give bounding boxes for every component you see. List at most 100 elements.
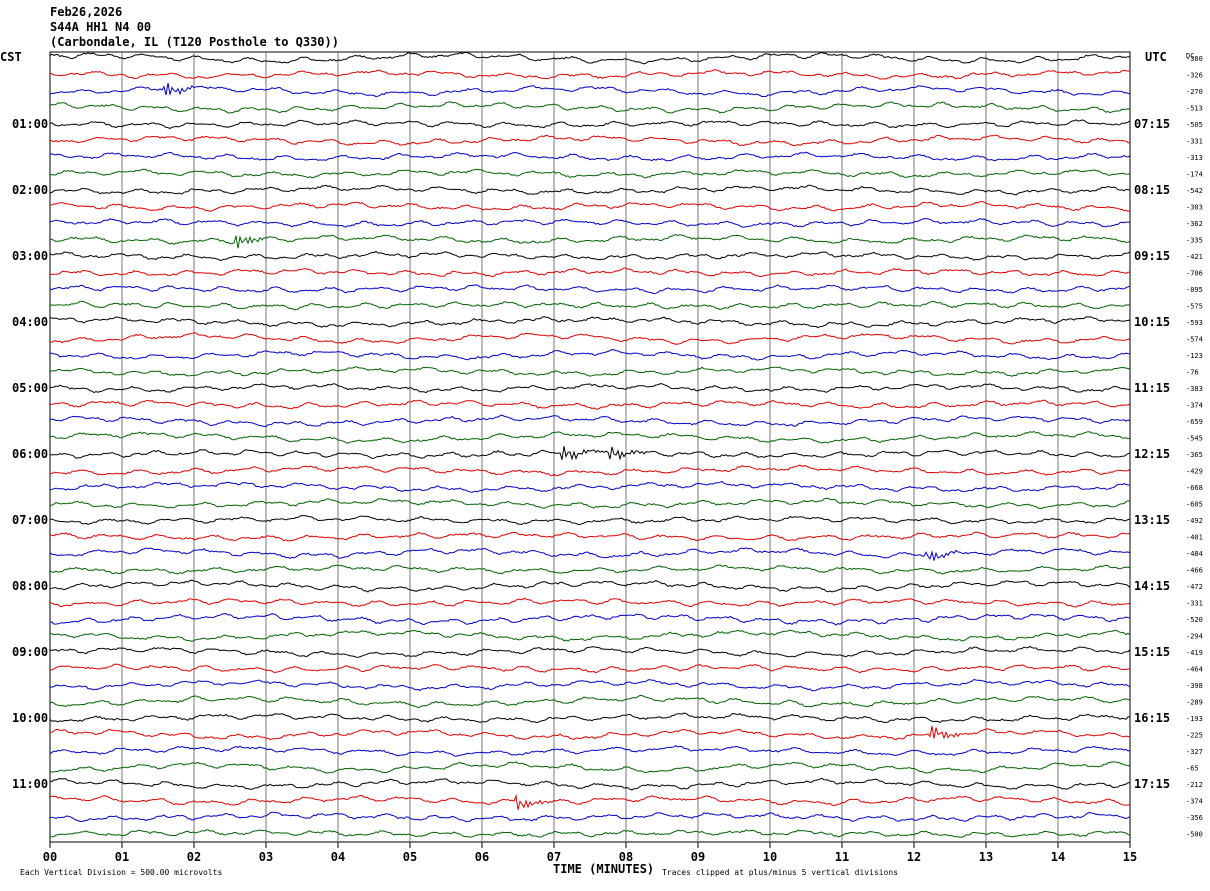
- trace-group: [49, 51, 1131, 838]
- dc-offset-label: -895: [1186, 286, 1203, 294]
- right-hour-label: 17:15: [1134, 777, 1170, 791]
- dc-offset-label: -484: [1186, 550, 1203, 558]
- seismic-trace: [49, 234, 1131, 249]
- seismic-trace: [49, 579, 1131, 593]
- right-hour-label: 15:15: [1134, 645, 1170, 659]
- seismic-trace: [49, 678, 1131, 692]
- dc-offset-label: -270: [1186, 88, 1203, 96]
- left-hour-label: 09:00: [12, 645, 48, 659]
- x-tick-label: 01: [115, 850, 129, 864]
- minute-gridlines: [121, 52, 1059, 842]
- x-tick-label: 04: [331, 850, 345, 864]
- x-tick-label: 14: [1051, 850, 1065, 864]
- seismic-trace: [49, 597, 1131, 608]
- dc-offset-label: -500: [1186, 831, 1203, 839]
- left-hour-label: 11:00: [12, 777, 48, 791]
- seismic-trace: [50, 464, 1131, 477]
- dc-offset-label: -327: [1186, 748, 1203, 756]
- dc-offset-label: -362: [1186, 220, 1203, 228]
- x-tick-label: 12: [907, 850, 921, 864]
- seismic-trace: [49, 726, 1131, 741]
- seismic-trace: [49, 101, 1131, 114]
- seismic-trace: [49, 629, 1131, 643]
- seismic-trace: [49, 531, 1131, 542]
- x-tick-label: 13: [979, 850, 993, 864]
- seismic-trace: [49, 777, 1131, 791]
- clip-note: Traces clipped at plus/minus 5 vertical …: [662, 868, 898, 877]
- left-hour-label: 07:00: [12, 513, 48, 527]
- dc-offset-label: -706: [1186, 270, 1203, 278]
- seismic-trace: [49, 151, 1131, 162]
- seismic-trace: [49, 663, 1131, 674]
- dc-offset-labels: -380 -326 -270 -513 -505 -331 -313 -174 -542 -303…: [1186, 55, 1203, 839]
- seismic-trace: [49, 316, 1131, 329]
- right-hour-label: 12:15: [1134, 447, 1170, 461]
- dc-offset-label: -326: [1186, 72, 1203, 80]
- seismic-trace: [49, 811, 1131, 823]
- seismic-trace: [49, 201, 1131, 212]
- right-hour-label: 11:15: [1134, 381, 1170, 395]
- right-hour-label: 09:15: [1134, 249, 1170, 263]
- seismic-trace: [49, 829, 1131, 838]
- left-hour-label: 03:00: [12, 249, 48, 263]
- dc-offset-label: -659: [1186, 418, 1203, 426]
- left-hour-label: 01:00: [12, 117, 48, 131]
- x-tick-label: 03: [259, 850, 273, 864]
- dc-offset-label: -380: [1186, 55, 1203, 63]
- dc-offset-label: -76: [1186, 369, 1199, 377]
- right-hour-label: 14:15: [1134, 579, 1170, 593]
- right-hour-labels: 07:15 08:15 09:15 10:15 11:15 12:15 13:15 14:15…: [1134, 117, 1170, 791]
- right-hour-label: 08:15: [1134, 183, 1170, 197]
- left-hour-labels: 01:00 02:00 03:00 04:00 05:00 06:00 07:00 08:00…: [12, 117, 48, 791]
- dc-offset-label: -313: [1186, 154, 1203, 162]
- dc-offset-label: -513: [1186, 105, 1203, 113]
- dc-offset-label: -65: [1186, 765, 1199, 773]
- seismic-trace: [49, 332, 1131, 345]
- x-tick-label: 00: [43, 850, 57, 864]
- dc-offset-label: -466: [1186, 567, 1203, 575]
- dc-offset-label: -429: [1186, 468, 1203, 476]
- dc-offset-label: -174: [1186, 171, 1203, 179]
- dc-offset-label: -374: [1186, 402, 1203, 410]
- dc-offset-label: -545: [1186, 435, 1203, 443]
- scale-note: Each Vertical Division = 500.00 microvol…: [20, 868, 222, 877]
- dc-offset-label: -668: [1186, 484, 1203, 492]
- seismic-trace: [49, 514, 1131, 526]
- dc-offset-label: -294: [1186, 633, 1203, 641]
- seismic-trace: [49, 82, 1131, 98]
- dc-offset-label: -421: [1186, 253, 1203, 261]
- dc-offset-label: -212: [1186, 781, 1203, 789]
- seismic-trace: [49, 745, 1131, 757]
- dc-offset-label: -505: [1186, 121, 1203, 129]
- seismic-trace: [50, 497, 1131, 510]
- x-axis-ticks: 00 01 02 03 04 05 06 07 08 09 10 11 12 13 14 15: [43, 842, 1137, 864]
- dc-offset-label: -472: [1186, 583, 1203, 591]
- seismic-trace: [49, 284, 1131, 295]
- seismic-trace: [49, 349, 1131, 361]
- right-hour-label: 10:15: [1134, 315, 1170, 329]
- dc-offset-label: -374: [1186, 798, 1203, 806]
- dc-offset-label: -289: [1186, 699, 1203, 707]
- dc-offset-label: -331: [1186, 138, 1203, 146]
- left-hour-label: 04:00: [12, 315, 48, 329]
- seismic-trace: [49, 366, 1131, 377]
- left-timezone-label: CST: [0, 50, 22, 64]
- dc-offset-label: -398: [1186, 682, 1203, 690]
- right-timezone-label: UTC: [1145, 50, 1167, 64]
- seismic-trace: [49, 267, 1131, 278]
- dc-offset-label: -331: [1186, 600, 1203, 608]
- right-hour-label: 16:15: [1134, 711, 1170, 725]
- x-axis-title: TIME (MINUTES): [553, 862, 654, 876]
- dc-offset-label: -419: [1186, 649, 1203, 657]
- dc-offset-label: -464: [1186, 666, 1203, 674]
- dc-offset-label: -225: [1186, 732, 1203, 740]
- seismic-trace: [49, 184, 1130, 196]
- x-tick-label: 02: [187, 850, 201, 864]
- left-hour-label: 02:00: [12, 183, 48, 197]
- seismic-trace: [49, 168, 1131, 179]
- seismic-trace: [49, 645, 1131, 658]
- seismic-trace: [49, 564, 1131, 575]
- seismic-trace: [49, 446, 1131, 461]
- x-tick-label: 05: [403, 850, 417, 864]
